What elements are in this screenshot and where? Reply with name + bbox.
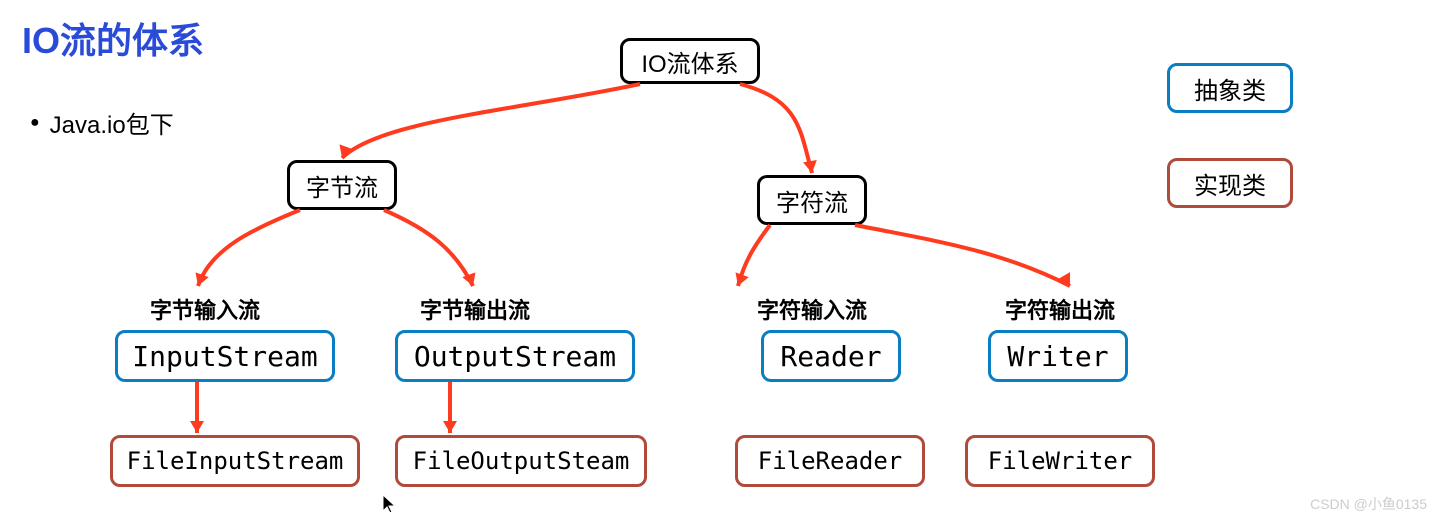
label-char-input: 字符输入流: [757, 293, 867, 325]
node-char: 字符流: [757, 175, 867, 225]
cursor-icon: [383, 495, 399, 515]
node-fileinputstream: FileInputStream: [110, 435, 360, 487]
label-char-output: 字符输出流: [1005, 293, 1115, 325]
legend-concrete: 实现类: [1167, 158, 1293, 208]
node-inputstream: InputStream: [115, 330, 335, 382]
bullet-text: Java.io包下: [50, 105, 174, 140]
label-byte-input: 字节输入流: [150, 293, 260, 325]
node-filereader: FileReader: [735, 435, 925, 487]
node-fileoutputstream: FileOutputSteam: [395, 435, 647, 487]
label-byte-output: 字节输出流: [420, 293, 530, 325]
node-filewriter: FileWriter: [965, 435, 1155, 487]
diagram-title: IO流的体系: [22, 12, 204, 64]
watermark: CSDN @小鱼0135: [1310, 494, 1427, 514]
node-root: IO流体系: [620, 38, 760, 84]
legend-abstract: 抽象类: [1167, 63, 1293, 113]
node-writer: Writer: [988, 330, 1128, 382]
bullet-java-io: Java.io包下: [30, 105, 174, 140]
node-byte: 字节流: [287, 160, 397, 210]
node-reader: Reader: [761, 330, 901, 382]
node-outputstream: OutputStream: [395, 330, 635, 382]
